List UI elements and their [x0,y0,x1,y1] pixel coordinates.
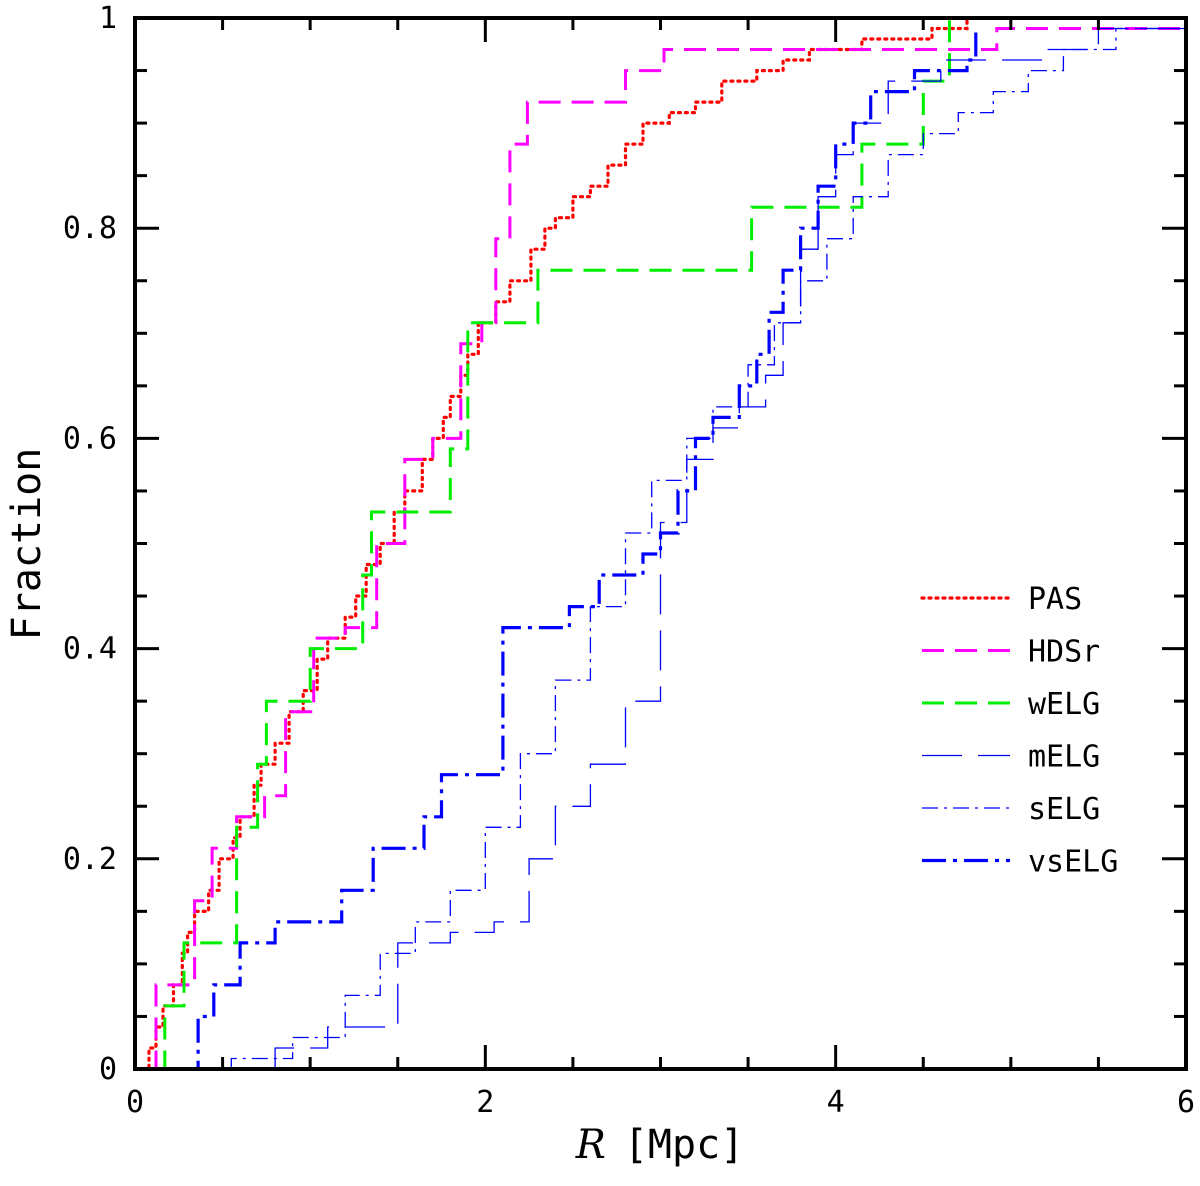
legend-label-selg: sELG [1028,792,1100,827]
legend-label-vselg: vsELG [1028,845,1118,880]
series-line-vselg [182,28,978,1071]
x-axis-title: R [Mpc] [575,1122,745,1168]
series-line-welg [161,16,959,1071]
x-tick-label: 0 [126,1085,144,1120]
x-axis-title-symbol: R [575,1122,606,1168]
series-line-melg [274,27,1186,1069]
y-tick-label: 0 [99,1052,117,1087]
y-tick-label: 0.4 [63,632,117,667]
y-tick-label: 0.8 [63,211,117,246]
series-line-hdsr [152,27,1186,1071]
y-tick-label: 1 [99,1,117,36]
series-line-pas [142,16,1100,1071]
legend-label-welg: wELG [1028,687,1100,722]
legend: PAS HDSr wELG mELG sELG vsELG [920,582,1118,880]
y-axis-title: Fraction [4,448,50,641]
series-line-selg [230,27,1186,1069]
tick-labels-layer: 0 2 4 6 0 0.2 0.4 0.6 0.8 1 [63,1,1195,1120]
y-tick-label: 0.2 [63,842,117,877]
x-axis-title-unit: [Mpc] [624,1122,744,1168]
x-tick-label: 4 [827,1085,845,1120]
x-tick-label: 2 [476,1085,494,1120]
plot-frame [133,16,1188,1071]
legend-label-pas: PAS [1028,582,1082,617]
x-tick-label: 6 [1177,1085,1195,1120]
legend-label-hdsr: HDSr [1028,635,1100,670]
legend-label-melg: mELG [1028,740,1100,775]
y-tick-label: 0.6 [63,421,117,456]
series-layer [142,16,1186,1071]
